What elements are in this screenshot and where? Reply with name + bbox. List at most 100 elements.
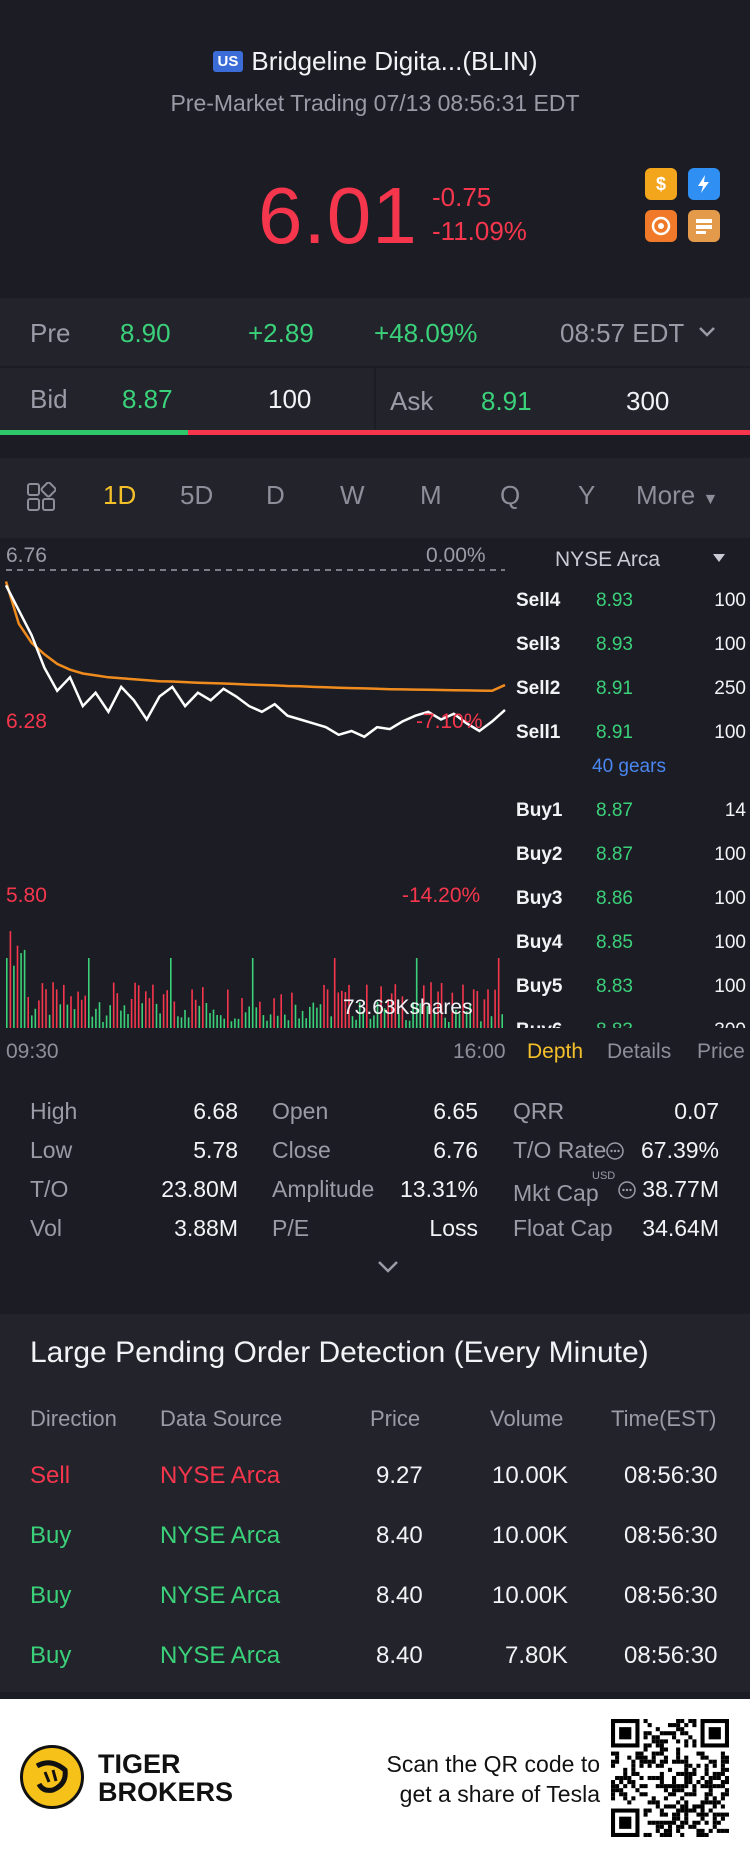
bid-size: 100 — [268, 384, 312, 414]
volume-bar — [59, 1004, 62, 1028]
tab-1d[interactable]: 1D — [103, 480, 137, 510]
volume-bar — [52, 982, 54, 1028]
volume-bar — [80, 999, 83, 1028]
stat-label: Open — [272, 1098, 329, 1124]
pre-change-percent: +48.09% — [374, 318, 478, 348]
volume-bar — [294, 1004, 297, 1028]
volume-bar — [177, 1016, 179, 1028]
tab-details[interactable]: Details — [607, 1040, 672, 1063]
stat-label: Float Cap — [513, 1215, 613, 1241]
column-header: Direction — [30, 1406, 117, 1431]
volume-bar — [255, 1007, 258, 1028]
chart-low-percent: -14.20% — [402, 884, 481, 907]
source-cell: NYSE Arca — [160, 1582, 281, 1609]
promo-footer[interactable]: TIGER BROKERS Scan the QR code to get a … — [0, 1699, 750, 1857]
volume-bar — [383, 1008, 386, 1028]
tab-depth[interactable]: Depth — [527, 1040, 584, 1063]
stock-title[interactable]: US Bridgeline Digita...(BLIN) — [0, 46, 750, 77]
layout-grid-icon[interactable] — [26, 482, 56, 512]
volume-bar — [112, 982, 115, 1028]
volume-bar — [155, 1003, 158, 1028]
tab-more[interactable]: More ▼ — [636, 480, 718, 511]
table-row: Buy NYSE Arca 8.40 7.80K 08:56:30 — [0, 1642, 750, 1682]
volume-bar — [63, 984, 65, 1028]
column-header: Volume — [490, 1406, 564, 1431]
volume-bar — [369, 1018, 372, 1028]
period-tabs: 1D 5D D W M Q Y More ▼ — [0, 458, 750, 538]
volume-bar — [476, 991, 479, 1028]
volume-bar — [105, 1015, 108, 1028]
info-icon[interactable] — [605, 1141, 625, 1161]
exchange-icon[interactable] — [645, 210, 677, 242]
stat-label: Amplitude — [272, 1176, 375, 1202]
flash-icon[interactable] — [688, 168, 720, 200]
intraday-chart[interactable]: 6.76 0.00% 6.28 -7.10% 5.80 -14.20% 73.6… — [0, 538, 510, 1038]
price-cell: 8.40 — [376, 1582, 423, 1609]
volume-bar — [159, 1013, 161, 1028]
volume-bar — [333, 958, 336, 1028]
volume-bar — [437, 991, 439, 1028]
source-cell: NYSE Arca — [160, 1522, 281, 1549]
stat-value: 23.80M — [161, 1176, 238, 1202]
promo-text-line2: get a share of Tesla — [399, 1781, 600, 1807]
tab-y[interactable]: Y — [578, 480, 596, 510]
direction-cell: Buy — [30, 1642, 72, 1669]
caret-down-icon[interactable] — [713, 554, 725, 562]
chevron-down-icon[interactable] — [376, 1260, 400, 1274]
buy-row: Buy2 8.87 100 — [516, 844, 746, 865]
volume-bar — [91, 1016, 94, 1028]
volume-bar — [480, 1021, 482, 1028]
buy-row: Buy5 8.83 100 — [516, 976, 746, 997]
volume-bar — [312, 1002, 315, 1028]
dollar-icon[interactable]: $ — [645, 168, 677, 200]
tab-q[interactable]: Q — [500, 480, 521, 510]
time-start: 09:30 — [6, 1040, 59, 1063]
volume-bar — [366, 984, 368, 1028]
volume-bar — [266, 1020, 268, 1028]
bid-volume-bar — [0, 430, 188, 435]
volume-bar — [319, 1004, 322, 1028]
volume-bar — [191, 989, 193, 1028]
stack-icon[interactable] — [688, 210, 720, 242]
tab-w[interactable]: W — [340, 480, 365, 510]
volume-bar — [348, 984, 350, 1028]
stat-label: Vol — [30, 1215, 62, 1241]
volume-bar — [490, 1016, 493, 1028]
volume-bar — [202, 987, 204, 1028]
chevron-down-icon[interactable] — [698, 326, 716, 338]
volume-bar — [298, 1018, 300, 1028]
volume-cell: 10.00K — [492, 1462, 569, 1489]
chart-time-axis: 09:30 16:00 Depth Details Price — [0, 1038, 750, 1068]
price-cell: 8.40 — [376, 1522, 423, 1549]
sell-row: Sell2 8.91 250 — [516, 678, 746, 699]
volume-bar — [430, 982, 432, 1028]
time-cell: 08:56:30 — [624, 1462, 718, 1489]
stat-value: Loss — [429, 1215, 478, 1241]
volume-bar — [152, 984, 154, 1028]
volume-label: 73.63Kshares — [343, 996, 473, 1019]
stat-value: 0.07 — [674, 1098, 719, 1124]
stat-value: 3.88M — [174, 1215, 238, 1241]
info-icon[interactable] — [617, 1180, 637, 1200]
gears-link[interactable]: 40 gears — [592, 756, 666, 777]
stat-label: P/E — [272, 1215, 310, 1241]
buy-row: Buy1 8.87 14 — [516, 800, 746, 821]
chart-top-percent: 0.00% — [426, 544, 486, 567]
tab-d[interactable]: D — [266, 480, 285, 510]
order-book-depth[interactable]: NYSE Arca Sell4 8.93 100 Sell3 8.93 100 Sell… — [510, 538, 750, 1028]
chart-mid-price: 6.28 — [6, 710, 47, 733]
volume-bar — [216, 1015, 218, 1028]
volume-bar — [162, 994, 165, 1028]
time-cell: 08:56:30 — [624, 1582, 718, 1609]
depth-venue[interactable]: NYSE Arca — [555, 548, 661, 571]
pre-label: Pre — [30, 318, 71, 348]
tab-price[interactable]: Price — [697, 1040, 745, 1063]
tab-5d[interactable]: 5D — [180, 480, 214, 510]
volume-bar — [227, 989, 229, 1028]
pre-market-row[interactable]: Pre 8.90 +2.89 +48.09% 08:57 EDT — [0, 298, 750, 366]
volume-bar — [234, 1018, 236, 1028]
volume-bar — [95, 1008, 97, 1028]
qr-code-icon[interactable] — [611, 1719, 729, 1837]
tab-m[interactable]: M — [420, 480, 442, 510]
volume-bar — [248, 1006, 250, 1028]
